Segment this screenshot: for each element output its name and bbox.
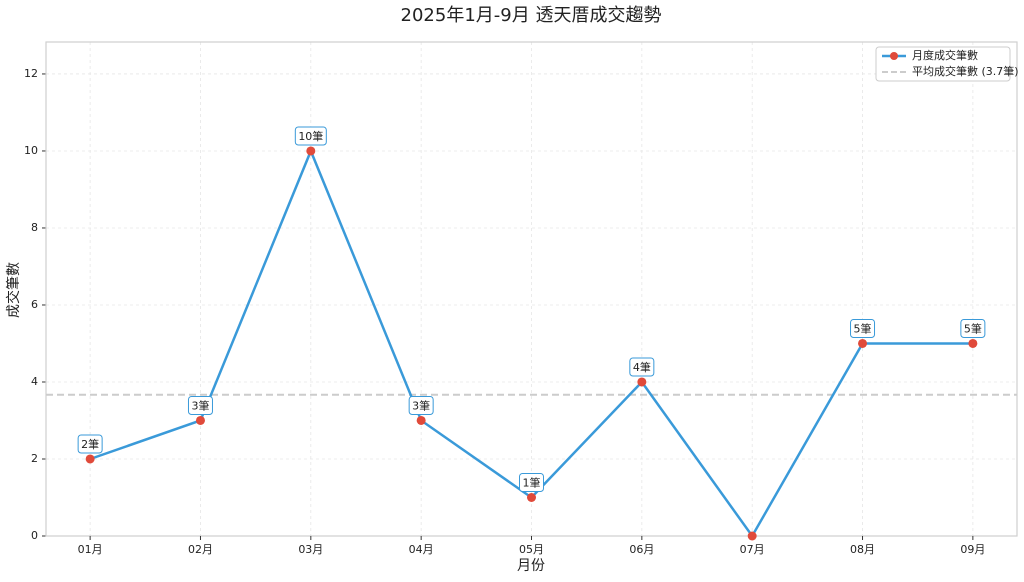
x-tick-label: 04月 xyxy=(409,543,434,556)
marker xyxy=(416,415,426,425)
y-tick-label: 4 xyxy=(31,375,38,388)
data-label-group: 4筆 xyxy=(629,357,655,377)
data-label: 10筆 xyxy=(298,129,323,143)
chart-title: 2025年1月-9月 透天厝成交趨勢 xyxy=(401,5,662,26)
marker xyxy=(637,377,647,387)
marker xyxy=(85,454,95,464)
data-label-box xyxy=(408,395,434,415)
legend-marker xyxy=(890,52,898,60)
y-tick-label: 2 xyxy=(31,452,38,465)
data-label-group: 10筆 xyxy=(294,126,327,146)
x-tick-label: 05月 xyxy=(519,543,544,556)
y-tick-label: 0 xyxy=(31,529,38,542)
x-tick-label: 02月 xyxy=(188,543,213,556)
x-tick-label: 08月 xyxy=(850,543,875,556)
y-tick-label: 6 xyxy=(31,298,38,311)
y-tick-label: 8 xyxy=(31,221,38,234)
data-label-box xyxy=(294,126,327,146)
y-tick-label: 12 xyxy=(24,67,38,80)
data-label-box xyxy=(519,472,544,492)
y-axis-label: 成交筆數 xyxy=(5,262,22,318)
x-tick-label: 07月 xyxy=(740,543,765,556)
data-label-group: 3筆 xyxy=(187,395,213,415)
data-label: 4筆 xyxy=(633,360,651,374)
legend-label: 月度成交筆數 xyxy=(912,48,978,62)
data-label: 3筆 xyxy=(191,398,209,412)
legend-label: 平均成交筆數 (3.7筆) xyxy=(912,64,1019,78)
data-label-group: 3筆 xyxy=(408,395,434,415)
data-label: 1筆 xyxy=(523,475,541,489)
marker xyxy=(195,415,205,425)
data-label: 2筆 xyxy=(81,437,99,451)
x-tick-label: 03月 xyxy=(298,543,323,556)
marker xyxy=(968,338,978,348)
data-label-group: 5筆 xyxy=(960,318,986,338)
data-label-box xyxy=(77,434,103,454)
data-label: 3筆 xyxy=(412,398,430,412)
marker xyxy=(527,492,536,502)
x-axis-label: 月份 xyxy=(517,558,545,574)
marker xyxy=(858,338,868,348)
data-label: 5筆 xyxy=(964,321,982,335)
data-label: 5筆 xyxy=(854,321,872,335)
legend-box xyxy=(875,46,1011,82)
y-tick-label: 10 xyxy=(24,144,38,157)
data-label-group: 5筆 xyxy=(850,318,876,338)
data-label-box xyxy=(187,395,213,415)
x-tick-label: 01月 xyxy=(78,543,103,556)
x-tick-label: 06月 xyxy=(629,543,654,556)
data-label-box xyxy=(629,357,655,377)
marker xyxy=(747,531,757,541)
x-tick-label: 09月 xyxy=(960,543,985,556)
marker xyxy=(306,146,316,156)
data-label-group: 1筆 xyxy=(519,472,544,492)
data-label-box xyxy=(850,318,876,338)
data-label-box xyxy=(960,318,986,338)
data-label-group: 2筆 xyxy=(77,434,103,454)
